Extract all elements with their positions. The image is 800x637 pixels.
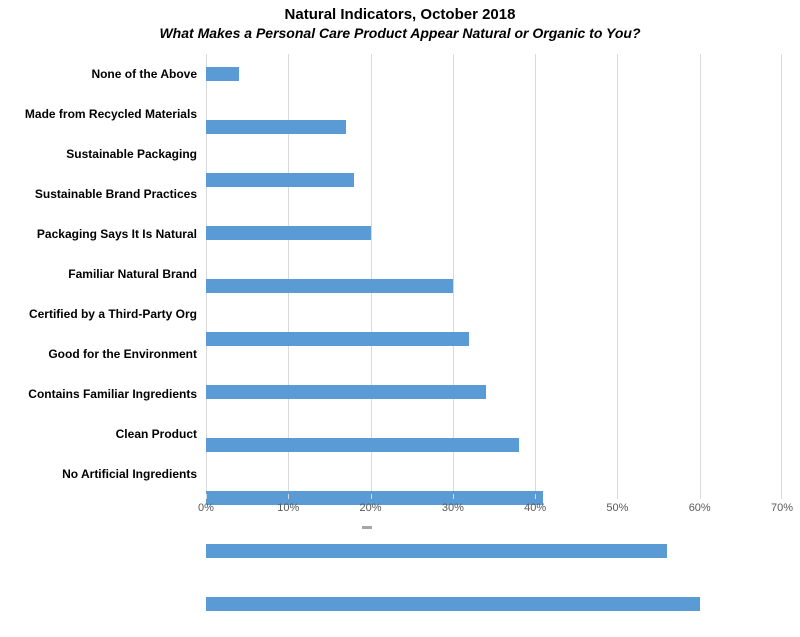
category-label: Clean Product [115, 427, 197, 441]
bar-row [206, 173, 782, 213]
gridline [535, 54, 537, 494]
category-labels-column: None of the Above Made from Recycled Mate… [0, 54, 206, 494]
gridline [370, 54, 372, 494]
bar [206, 173, 355, 187]
category-label: No Artificial Ingredients [62, 467, 197, 481]
x-tick-mark [206, 494, 207, 499]
x-tick-label: 20% [359, 502, 382, 514]
bar-row [206, 279, 782, 319]
gridline [288, 54, 290, 494]
bar [206, 226, 371, 240]
gridline [452, 54, 454, 494]
plot-area [206, 54, 782, 611]
x-tick-mark [781, 494, 782, 499]
x-tick-mark [288, 494, 290, 499]
x-tick-label: 60% [688, 502, 711, 514]
bar [206, 597, 700, 611]
bar-row [206, 491, 782, 531]
cropped-legend-mark [362, 526, 372, 529]
bar-row [206, 226, 782, 266]
x-tick-mark [699, 494, 701, 499]
x-tick-label: 0% [198, 502, 214, 514]
bar-row [206, 385, 782, 425]
bar-row [206, 332, 782, 372]
bar [206, 491, 544, 505]
bar-row [206, 120, 782, 160]
x-tick-label: 70% [770, 502, 794, 514]
bar-row [206, 67, 782, 107]
category-label: Certified by a Third-Party Org [28, 307, 197, 321]
bar [206, 120, 346, 134]
page-subtitle: What Makes a Personal Care Product Appea… [159, 25, 641, 41]
bar [206, 438, 519, 452]
category-label: Sustainable Brand Practices [34, 187, 197, 201]
bar [206, 385, 486, 399]
gridline [781, 54, 782, 494]
bar [206, 332, 470, 346]
category-label: Familiar Natural Brand [68, 267, 197, 281]
category-label: None of the Above [91, 67, 197, 81]
x-tick-mark [452, 494, 454, 499]
category-label: Made from Recycled Materials [24, 107, 197, 121]
x-tick-mark [617, 494, 619, 499]
x-axis: 0% 10% 20% 30% 40% 50% 60% 70% [198, 494, 793, 520]
category-label: Contains Familiar Ingredients [28, 387, 197, 401]
bar-row [206, 438, 782, 478]
gridline [206, 54, 207, 494]
x-tick-label: 30% [441, 502, 464, 514]
x-tick-mark [370, 494, 372, 499]
bar-row [206, 544, 782, 584]
bar-row [206, 597, 782, 637]
x-tick-label: 40% [524, 502, 547, 514]
bar-chart: None of the Above Made from Recycled Mate… [0, 54, 800, 611]
x-tick-label: 10% [277, 502, 300, 514]
gridline [699, 54, 701, 494]
x-tick-mark [535, 494, 537, 499]
category-label: Packaging Says It Is Natural [36, 227, 197, 241]
bar [206, 67, 239, 81]
page-title: Natural Indicators, October 2018 [284, 6, 516, 23]
bar [206, 544, 667, 558]
bar [206, 279, 453, 293]
x-tick-label: 50% [606, 502, 629, 514]
category-label: Sustainable Packaging [66, 147, 197, 161]
category-label: Good for the Environment [48, 347, 197, 361]
gridline [617, 54, 619, 494]
